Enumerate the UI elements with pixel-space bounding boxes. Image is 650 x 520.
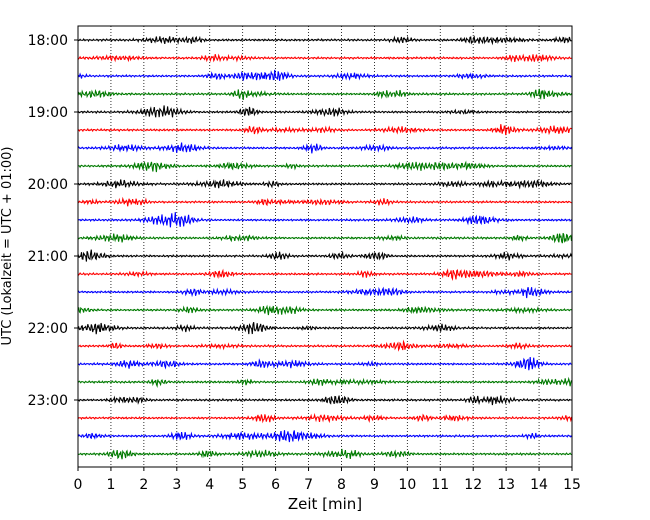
trace-2130	[77, 286, 572, 299]
y-tick-label: 22:00	[28, 321, 68, 337]
trace-1915	[77, 124, 572, 136]
y-tick-label: 19:00	[28, 105, 68, 121]
x-tick-label: 1	[106, 477, 115, 493]
trace-2015	[77, 196, 572, 207]
y-tick-label: 20:00	[28, 177, 68, 193]
x-tick-label: 6	[271, 477, 280, 493]
trace-1930	[77, 142, 573, 154]
x-tick-label: 14	[530, 477, 548, 493]
trace-1900	[77, 105, 572, 118]
x-tick-label: 3	[172, 477, 181, 493]
trace-2315	[77, 412, 573, 424]
x-tick-label: 4	[205, 477, 214, 493]
trace-2000	[77, 178, 572, 190]
x-axis-ticks: 0 1 2 3 4 5 6 7 8 9 10 11 12 13 14 15	[74, 467, 581, 493]
trace-1845	[77, 88, 572, 101]
trace-1800	[77, 35, 572, 46]
y-tick-label: 21:00	[28, 249, 68, 265]
x-tick-label: 11	[431, 477, 449, 493]
y-axis-label: UTC (Lokalzeit = UTC + 01:00)	[0, 147, 15, 346]
x-tick-label: 12	[464, 477, 482, 493]
trace-2330	[77, 430, 572, 443]
trace-2045	[77, 232, 573, 244]
trace-2200	[77, 322, 572, 335]
x-tick-label: 5	[238, 477, 247, 493]
x-tick-label: 2	[139, 477, 148, 493]
trace-2115	[77, 268, 572, 281]
trace-2245	[77, 376, 573, 388]
trace-1830	[77, 69, 572, 81]
x-tick-label: 7	[304, 477, 313, 493]
seismic-traces	[77, 35, 573, 460]
trace-2345	[77, 448, 572, 460]
y-tick-label: 23:00	[28, 393, 68, 409]
x-tick-label: 0	[74, 477, 83, 493]
trace-2100	[77, 249, 573, 262]
trace-2145	[77, 304, 572, 316]
trace-2230	[77, 357, 572, 371]
x-tick-label: 13	[497, 477, 515, 493]
trace-2300	[77, 395, 572, 406]
x-tick-label: 10	[398, 477, 416, 493]
trace-2030	[77, 212, 572, 228]
x-tick-label: 8	[337, 477, 346, 493]
y-axis-ticks: 18:00 19:00 20:00 21:00 22:00 23:00	[28, 33, 78, 409]
x-tick-label: 15	[563, 477, 581, 493]
x-axis-label: Zeit [min]	[288, 495, 362, 513]
x-tick-label: 9	[370, 477, 379, 493]
y-tick-label: 18:00	[28, 33, 68, 49]
plot-frame	[77, 25, 573, 468]
trace-2215	[77, 339, 572, 352]
trace-1945	[77, 160, 572, 173]
trace-1815	[77, 53, 572, 63]
